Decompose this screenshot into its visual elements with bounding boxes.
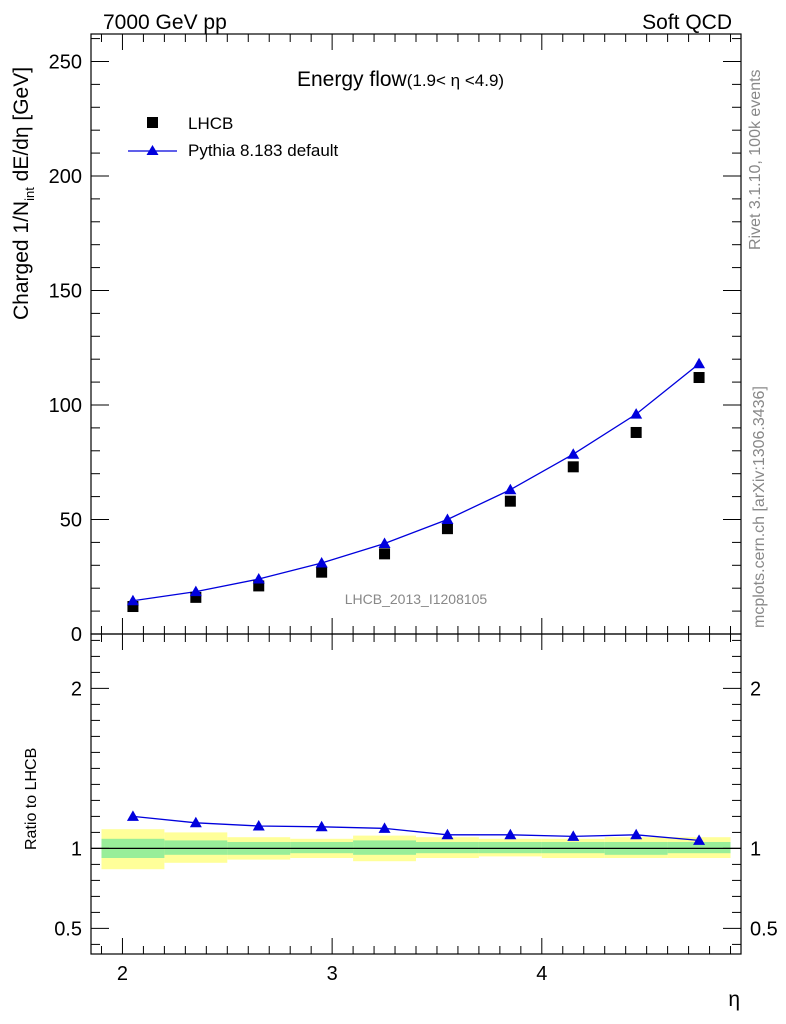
ratio-y-tick-label-left: 2 <box>71 678 82 700</box>
lhcb-data-point <box>567 461 579 473</box>
chart-title-range: (1.9< η <4.9) <box>407 71 504 90</box>
analysis-tag: LHCB_2013_I1208105 <box>345 591 488 607</box>
pythia-data-point <box>567 448 580 459</box>
ratio-band-green <box>164 840 228 855</box>
main-y-tick-label: 100 <box>49 395 82 417</box>
main-y-tick-label: 0 <box>71 624 82 646</box>
ratio-pythia-point <box>693 834 706 845</box>
main-plot-marks <box>126 357 706 613</box>
ratio-pythia-point <box>189 816 202 828</box>
legend-marker-lhcb <box>147 117 158 128</box>
ratio-pythia-point <box>630 828 643 840</box>
lhcb-data-point <box>127 601 139 613</box>
ratio-y-tick-label-left: 0.5 <box>54 918 82 940</box>
x-axis-label: η <box>728 988 740 1011</box>
pythia-data-point <box>315 557 328 568</box>
ratio-axis-ticks: 2 3 4 0.5 0.5 1 1 2 2 <box>54 634 778 985</box>
legend-label-pythia: Pythia 8.183 default <box>188 141 339 160</box>
main-y-tick-label: 200 <box>49 166 82 188</box>
ratio-y-tick-label-left: 1 <box>71 838 82 860</box>
ratio-pythia-point <box>504 828 517 840</box>
main-y-axis-label-tail: dE/dη [GeV] <box>10 67 33 187</box>
ratio-band-green <box>541 842 605 854</box>
main-axis-ticks: 0 50 100 150 200 250 <box>49 34 741 646</box>
x-tick-label: 2 <box>117 963 128 985</box>
pythia-data-point <box>189 585 202 597</box>
chart-title: Energy flow(1.9< η <4.9) <box>297 68 504 91</box>
ratio-pythia-line <box>132 815 700 842</box>
legend-label-lhcb: LHCB <box>188 114 233 133</box>
lhcb-data-point <box>316 566 328 578</box>
pythia-data-point <box>441 513 454 524</box>
ratio-pythia-point <box>126 810 139 821</box>
ratio-pythia-point <box>315 820 328 832</box>
ratio-band-green <box>478 842 542 854</box>
main-y-axis-label: Charged 1/Nint dE/dη [GeV] <box>10 67 37 320</box>
main-y-axis-label-subscript: int <box>22 187 37 201</box>
legend: LHCB Pythia 8.183 default <box>128 114 339 160</box>
ratio-pythia-point <box>252 820 265 831</box>
ratio-plot-marks <box>91 810 741 850</box>
ratio-band-green <box>416 842 479 854</box>
main-y-tick-label: 150 <box>49 280 82 302</box>
mcplots-label: mcplots.cern.ch [arXiv:1306.3436] <box>751 386 768 628</box>
lhcb-data-point <box>441 523 453 535</box>
pythia-data-point <box>504 483 517 495</box>
lhcb-data-point <box>693 372 705 384</box>
ratio-pythia-point <box>378 822 391 833</box>
ratio-y-axis-label: Ratio to LHCB <box>23 748 40 850</box>
header-beam-label: 7000 GeV pp <box>103 11 227 34</box>
pythia-data-point <box>252 573 265 584</box>
lhcb-data-point <box>630 426 642 438</box>
chart-title-main: Energy flow <box>297 68 408 91</box>
ratio-y-tick-label-right: 1 <box>750 838 761 860</box>
legend-marker-pythia <box>146 145 159 155</box>
ratio-y-tick-label-right: 0.5 <box>750 918 778 940</box>
pythia-data-point <box>378 537 391 549</box>
lhcb-data-point <box>379 548 391 560</box>
pythia-line <box>132 363 700 602</box>
lhcb-data-point <box>253 580 265 592</box>
lhcb-data-point <box>504 495 516 507</box>
ratio-plot-frame <box>90 633 742 955</box>
x-tick-label: 4 <box>536 963 547 985</box>
x-tick-label: 3 <box>327 963 338 985</box>
header-process-label: Soft QCD <box>642 11 732 34</box>
ratio-y-tick-label-right: 2 <box>750 678 761 700</box>
ratio-pythia-point <box>441 828 454 840</box>
ratio-band-green <box>290 842 354 854</box>
pythia-data-point <box>630 408 643 419</box>
main-y-tick-label: 50 <box>60 509 82 531</box>
lhcb-data-point <box>190 591 202 603</box>
ratio-pythia-point <box>567 830 580 841</box>
pythia-data-point <box>693 357 706 369</box>
main-y-axis-label-main: Charged 1/N <box>10 201 33 320</box>
ratio-band-green <box>353 840 416 855</box>
pythia-data-point <box>126 594 139 606</box>
rivet-version-label: Rivet 3.1.10, 100k events <box>747 69 764 250</box>
main-y-tick-label: 250 <box>49 51 82 73</box>
ratio-band-green <box>667 842 731 854</box>
